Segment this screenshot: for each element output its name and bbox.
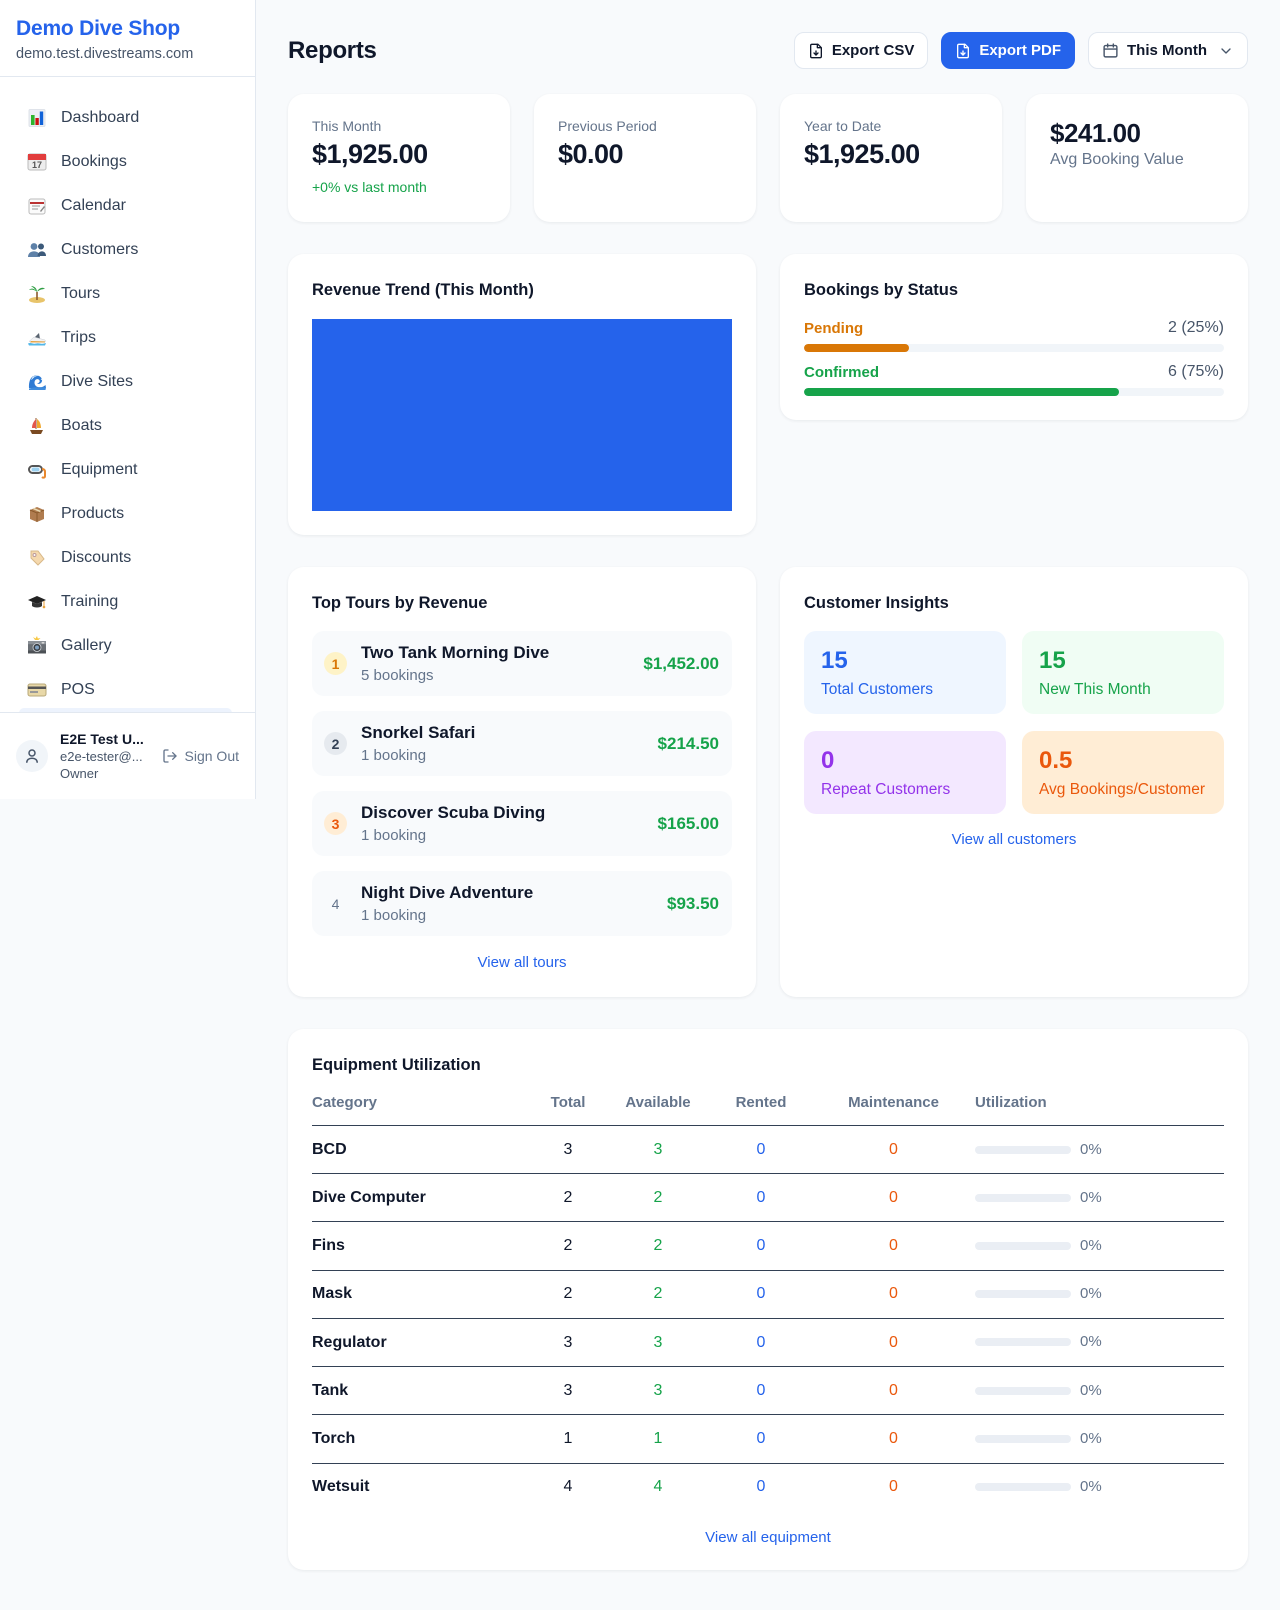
- svg-text:17: 17: [32, 160, 42, 170]
